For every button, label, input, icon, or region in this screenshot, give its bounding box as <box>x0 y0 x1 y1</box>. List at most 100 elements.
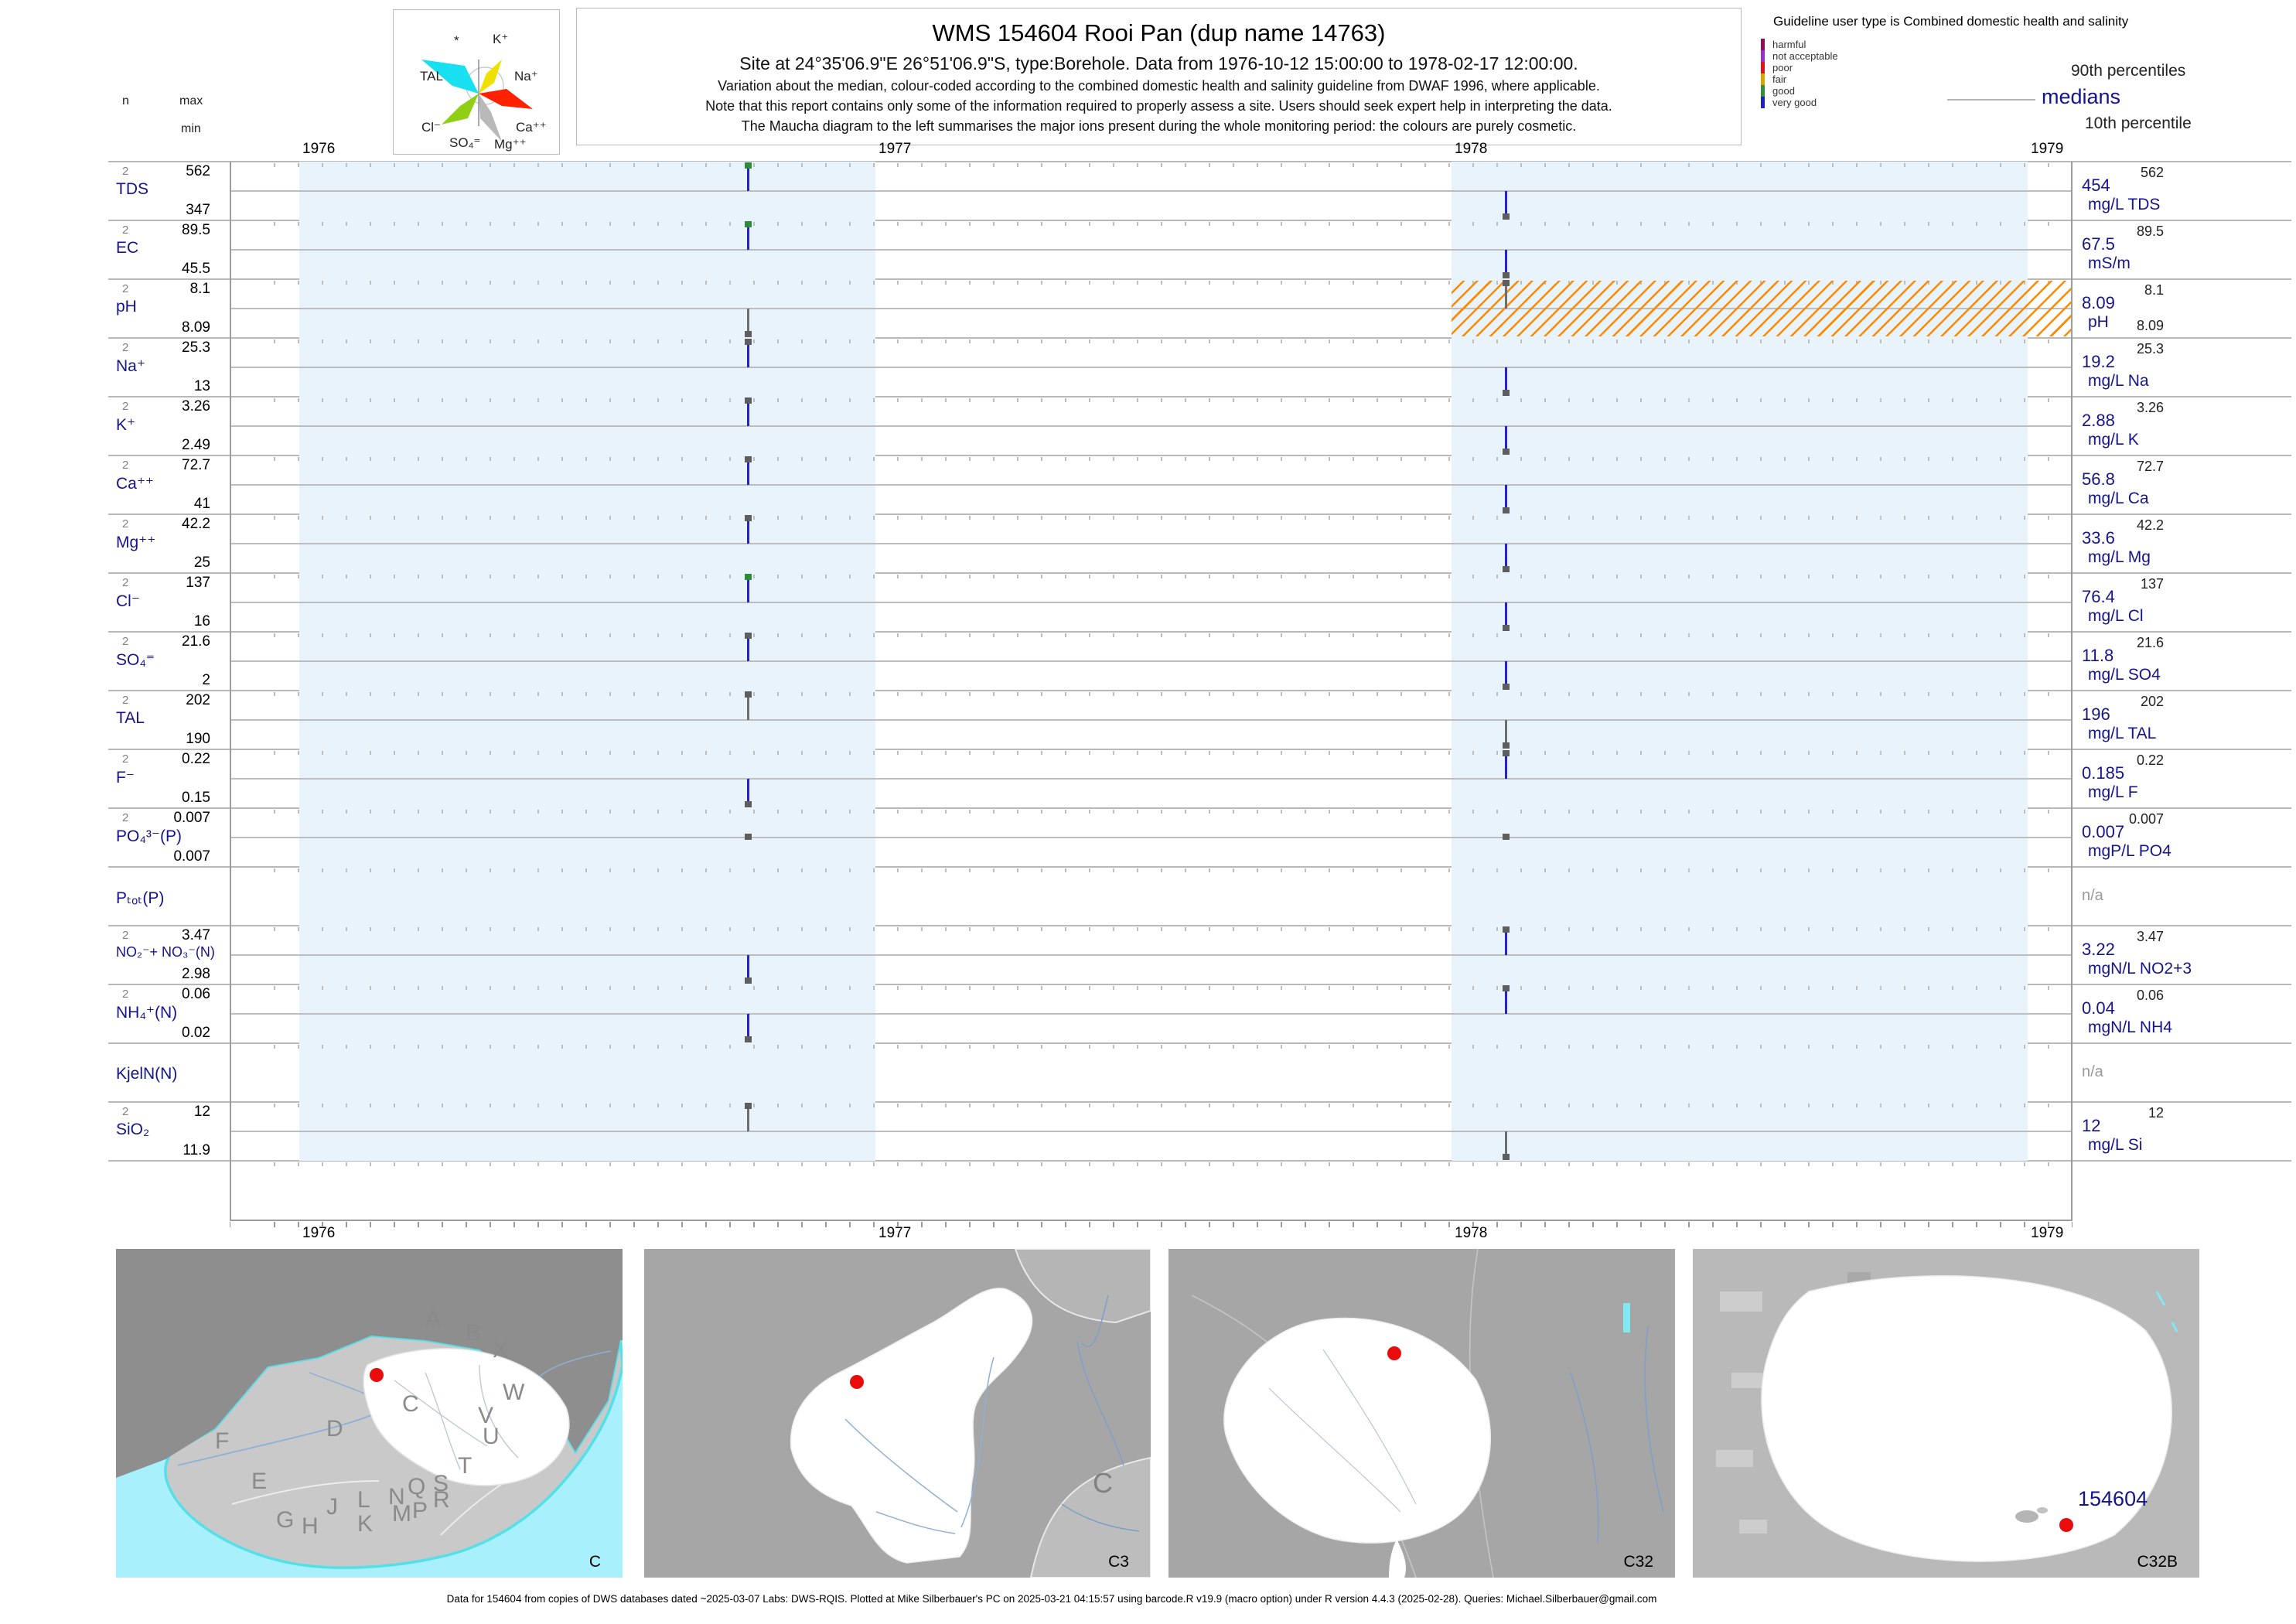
region-letter: U <box>483 1424 500 1449</box>
sample-marker <box>1503 213 1510 220</box>
map-panel-c32b: 154604 C32B <box>1693 1249 2199 1578</box>
median-line-TDS <box>230 190 2073 192</box>
parameter-max: 42.2 <box>182 516 210 532</box>
parameter-name: Mg⁺⁺ <box>116 534 156 551</box>
p90-legend-label: 90th percentiles <box>2071 62 2186 80</box>
parameter-min: 2 <box>202 672 210 688</box>
month-tick-strip <box>230 163 2073 167</box>
sample-marker <box>1503 507 1510 513</box>
sample-line <box>1505 661 1507 688</box>
parameter-min: 190 <box>186 731 210 747</box>
sample-line <box>747 164 749 191</box>
parameter-max: 202 <box>186 692 210 708</box>
guideline-class-label: poor <box>1772 62 1793 73</box>
maucha-ion-label: SO₄⁼ <box>449 135 481 150</box>
site-dot-c32 <box>1387 1346 1401 1360</box>
parameter-name: SO₄⁼ <box>116 651 155 669</box>
row-boundary <box>108 1160 2291 1162</box>
row-boundary <box>108 337 2291 339</box>
sample-marker <box>745 331 752 337</box>
region-letter: C <box>402 1391 419 1417</box>
parameter-n: 2 <box>122 988 129 1001</box>
guideline-class-swatch <box>1761 50 1765 62</box>
region-letter: V <box>478 1403 493 1428</box>
guideline-class-label: very good <box>1772 97 1817 108</box>
sample-line <box>747 517 749 544</box>
parameter-n: 2 <box>122 341 129 354</box>
year-label-bottom: 1977 <box>878 1225 912 1241</box>
sample-line <box>747 693 749 720</box>
parameter-max: 12 <box>193 1104 210 1120</box>
region-letter: W <box>503 1380 525 1405</box>
parameter-name: pH <box>116 298 137 316</box>
sample-marker <box>745 633 752 639</box>
region-letter: J <box>326 1494 338 1520</box>
month-tick-strip <box>230 810 2073 814</box>
parameter-max: 3.26 <box>182 398 210 415</box>
parameter-max: 25.3 <box>182 339 210 356</box>
month-tick-strip <box>230 1162 2073 1166</box>
parameter-name: Ca⁺⁺ <box>116 475 155 493</box>
map-panel-c3: C C3 <box>644 1248 1151 1578</box>
parameter-name: KjelN(N) <box>116 1065 178 1083</box>
maucha-ion-label: * <box>454 33 459 48</box>
median-line-Cl⁻ <box>230 602 2073 603</box>
na-value: n/a <box>2082 1063 2103 1080</box>
sample-line <box>747 458 749 485</box>
median-line-K⁺ <box>230 425 2073 427</box>
parameter-name: TAL <box>116 709 145 727</box>
maucha-ion-label: Ca⁺⁺ <box>516 120 547 135</box>
parameter-label-column: TDS 2 562 347 EC 2 89.5 45.5 pH 2 8.1 8.09 Na⁺ 2 25.3 1… <box>108 162 224 1220</box>
parameter-max: 0.007 <box>173 810 210 826</box>
plot-border-left <box>230 162 231 1220</box>
sample-line <box>747 634 749 661</box>
row-boundary <box>108 513 2291 515</box>
unit-label: mgN/L NH4 <box>2088 1018 2172 1036</box>
region-letter: K <box>357 1511 373 1537</box>
median-value: 76.4 <box>2082 587 2115 606</box>
month-tick-strip <box>230 1104 2073 1107</box>
row-boundary <box>108 749 2291 750</box>
sample-line <box>747 575 749 602</box>
guideline-hatch-band <box>1452 281 2073 336</box>
sample-marker <box>745 221 752 227</box>
region-letter-c: C <box>1093 1467 1113 1499</box>
guideline-class-label: harmful <box>1772 39 1806 50</box>
p90-value: 0.007 <box>2128 811 2164 827</box>
site-dot-c3 <box>850 1375 864 1389</box>
median-line-NH₄⁺(N) <box>230 1013 2073 1015</box>
median-line-F⁻ <box>230 778 2073 780</box>
sample-marker <box>1503 625 1510 631</box>
month-tick-strip <box>230 516 2073 520</box>
parameter-min: 11.9 <box>183 1142 210 1158</box>
row-boundary <box>108 572 2291 574</box>
year-label-top: 1979 <box>2031 141 2064 157</box>
unit-label: mgP/L PO4 <box>2088 842 2171 860</box>
p90-value: 12 <box>2148 1105 2164 1121</box>
region-letter: X <box>493 1337 508 1363</box>
map-region-c32b <box>1693 1249 2199 1578</box>
sample-marker <box>1503 280 1510 286</box>
parameter-n: 2 <box>122 165 129 178</box>
parameter-max: 89.5 <box>182 222 210 238</box>
unit-label: mg/L Mg <box>2088 548 2151 566</box>
statistics-value-column: 562 454 mg/L TDS 89.5 67.5 mS/m 8.1 8.09 pH 8.09 2… <box>2077 162 2294 1220</box>
parameter-min: 0.15 <box>182 790 210 806</box>
n-column-header: n <box>122 94 129 107</box>
map-code-label-2: C3 <box>1108 1553 1129 1571</box>
sample-marker <box>745 574 752 580</box>
median-value: 19.2 <box>2082 352 2115 371</box>
parameter-n: 2 <box>122 400 129 413</box>
sample-line <box>1505 1131 1507 1158</box>
parameter-min: 16 <box>193 613 210 629</box>
median-value: 56.8 <box>2082 469 2115 489</box>
sample-line <box>1505 720 1507 747</box>
plot-border-bottom <box>230 1220 2073 1221</box>
parameter-max: 562 <box>186 163 210 179</box>
p90-value: 8.1 <box>2144 282 2164 298</box>
sample-marker <box>745 801 752 807</box>
region-letter: L <box>357 1487 370 1513</box>
sample-line <box>1505 544 1507 571</box>
